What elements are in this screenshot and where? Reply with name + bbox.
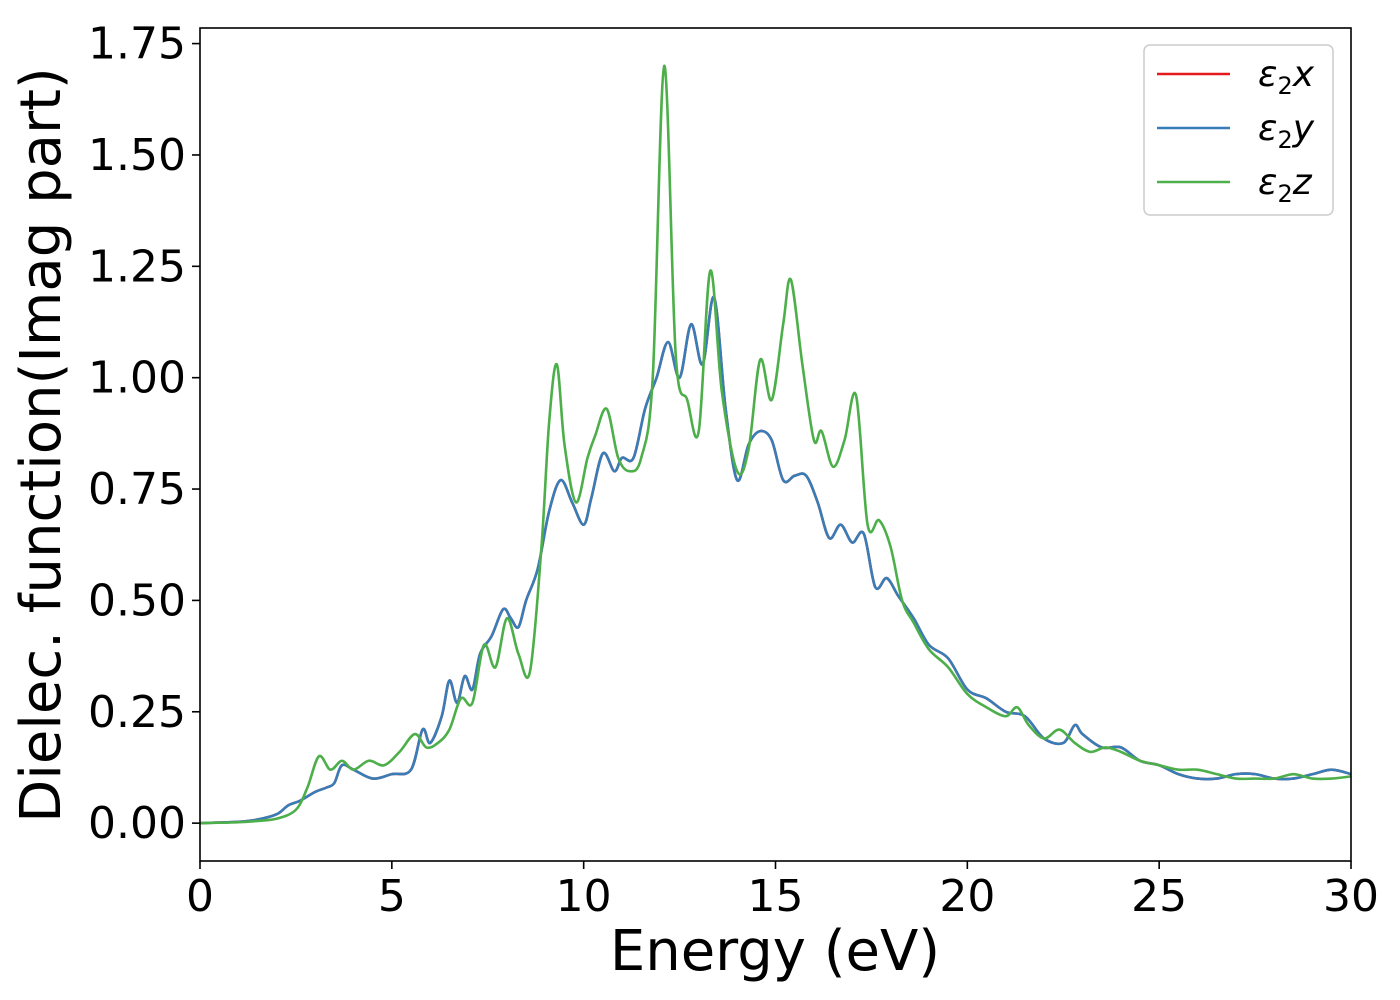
x-tick-label: 30 <box>1323 871 1379 922</box>
y-tick-label: 1.75 <box>88 19 186 70</box>
legend-label-z: ε2z <box>1258 162 1313 208</box>
legend-label-y: ε2y <box>1258 108 1315 154</box>
y-tick-label: 1.50 <box>88 130 186 181</box>
x-tick-label: 20 <box>939 871 995 922</box>
x-axis-title: Energy (eV) <box>610 919 940 984</box>
x-axis-ticks: 0 5 10 15 20 25 30 <box>186 861 1379 922</box>
legend-items: ε2x ε2y ε2z <box>1157 54 1315 208</box>
y-tick-label: 0.25 <box>88 687 186 738</box>
x-tick-label: 5 <box>378 871 406 922</box>
y-axis-title: Dielec. function(Imag part) <box>9 67 74 823</box>
y-axis-ticks: 0.00 0.25 0.50 0.75 1.00 1.25 1.50 1.75 <box>88 19 200 849</box>
x-tick-label: 15 <box>748 871 804 922</box>
y-tick-label: 0.50 <box>88 575 186 626</box>
x-tick-label: 10 <box>556 871 612 922</box>
legend-box <box>1143 44 1334 216</box>
legend-label-x: ε2x <box>1258 54 1315 100</box>
y-tick-label: 0.75 <box>88 464 186 515</box>
y-tick-label: 1.00 <box>88 353 186 404</box>
y-tick-label: 0.00 <box>88 798 186 849</box>
legend: ε2x ε2y ε2z <box>1143 44 1334 216</box>
series-line-z <box>199 64 1352 825</box>
x-tick-label: 0 <box>186 871 214 922</box>
series-layer <box>199 64 1352 825</box>
y-tick-label: 1.25 <box>88 241 186 292</box>
x-tick-label: 25 <box>1131 871 1187 922</box>
